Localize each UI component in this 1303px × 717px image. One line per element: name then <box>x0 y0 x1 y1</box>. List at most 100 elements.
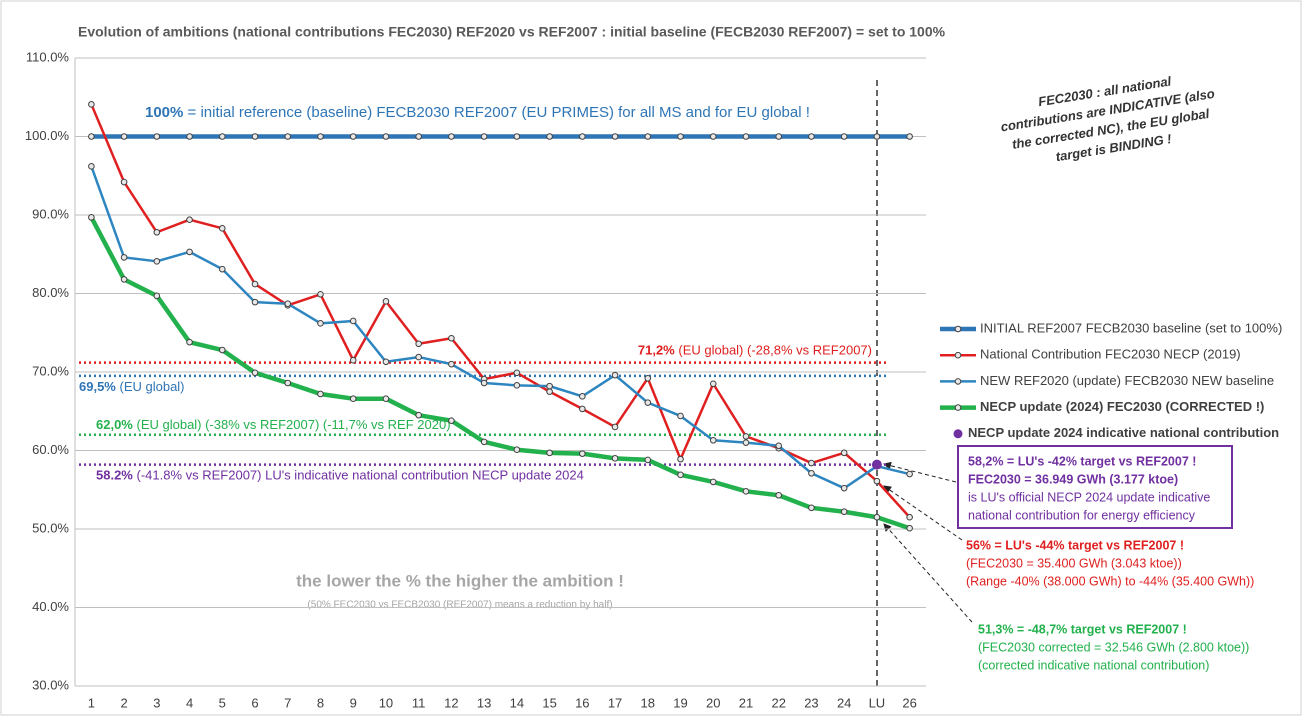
marker <box>677 471 684 479</box>
marker <box>120 254 128 261</box>
marker <box>906 513 913 521</box>
marker <box>218 346 226 354</box>
reference-label: 58.2% (-41.8% vs REF2007) LU's indicativ… <box>96 468 584 483</box>
reference-value: 69,5% <box>79 379 116 394</box>
x-tick-label: LU <box>869 695 886 710</box>
marker <box>611 423 619 431</box>
marker <box>120 133 128 140</box>
y-tick-label: 80.0% <box>32 285 69 300</box>
marker <box>709 380 717 388</box>
x-tick-label: 2 <box>120 695 127 710</box>
marker <box>808 504 815 512</box>
marker <box>448 334 455 342</box>
marker <box>546 449 553 457</box>
ambition: the lower the % the higher the ambition … <box>296 571 624 590</box>
marker <box>742 488 750 495</box>
y-tick-label: 90.0% <box>32 206 69 221</box>
marker <box>317 320 324 327</box>
x-tick-label: 17 <box>608 695 622 710</box>
y-tick-label: 40.0% <box>32 599 69 614</box>
legend-marker <box>954 378 962 385</box>
legend-marker <box>953 429 963 439</box>
x-tick-label: 19 <box>673 695 687 710</box>
marker <box>677 133 684 140</box>
marker <box>513 369 521 377</box>
marker <box>120 178 128 186</box>
reference-value: 58.2% <box>96 468 133 483</box>
reference-text: (-41.8% vs REF2007) LU's indicative nati… <box>133 468 584 483</box>
x-tick-label: 4 <box>186 695 193 710</box>
marker <box>251 133 259 140</box>
marker <box>775 442 783 450</box>
y-tick-label: 110.0% <box>26 49 70 64</box>
marker <box>153 258 161 265</box>
marker <box>251 280 259 288</box>
x-tick-label: 7 <box>284 695 291 710</box>
marker <box>317 290 324 298</box>
marker <box>840 133 848 140</box>
x-tick-label: 9 <box>350 695 357 710</box>
reference-text: (EU global) (-38% vs REF2007) (-11,7% vs… <box>133 417 451 432</box>
marker <box>382 298 390 305</box>
marker <box>677 455 684 463</box>
marker <box>186 248 193 256</box>
y-tick-label: 70.0% <box>32 363 69 378</box>
marker <box>349 356 357 364</box>
legend-label: NECP update 2024 indicative national con… <box>968 425 1279 440</box>
marker <box>906 133 913 140</box>
box_red-line: (FEC2030 = 35.400 GWh (3.043 ktoe)) <box>966 556 1182 570</box>
marker <box>448 360 455 368</box>
x-tick-label: 5 <box>219 695 226 710</box>
marker <box>382 358 390 366</box>
box_purple-line: national contribution for energy efficie… <box>968 508 1196 522</box>
marker <box>840 449 848 457</box>
marker <box>88 101 95 108</box>
marker <box>840 508 848 516</box>
marker <box>480 438 488 446</box>
box_green-line: (corrected indicative national contribut… <box>978 658 1209 672</box>
legend-marker <box>954 325 962 333</box>
x-tick-label: 24 <box>837 695 851 710</box>
marker <box>742 433 750 440</box>
marker <box>349 317 357 325</box>
marker <box>88 163 95 170</box>
marker <box>546 388 553 395</box>
reference-text: (EU global) <box>116 379 185 394</box>
marker <box>873 477 881 485</box>
reference-text: (EU global) (-28,8% vs REF2007) <box>675 343 872 358</box>
x-tick-label: 14 <box>510 695 524 710</box>
point <box>871 459 882 470</box>
marker <box>153 228 161 236</box>
chart-title: Evolution of ambitions (national contrib… <box>78 24 946 40</box>
marker <box>775 133 783 140</box>
x-tick-label: 11 <box>412 695 426 710</box>
marker <box>153 133 161 140</box>
marker <box>415 353 422 361</box>
marker <box>513 133 521 140</box>
marker <box>611 371 619 379</box>
arrow <box>883 523 973 623</box>
marker <box>480 133 488 140</box>
marker <box>317 133 324 140</box>
marker <box>644 133 652 140</box>
marker <box>251 298 259 306</box>
marker <box>186 133 193 140</box>
y-tick-label: 50.0% <box>32 520 69 535</box>
x-tick-label: 16 <box>575 695 589 710</box>
legend-label: INITIAL REF2007 FECB2030 baseline (set t… <box>980 320 1282 335</box>
annotation-top: 100% = initial reference (baseline) FECB… <box>145 104 810 121</box>
marker <box>186 338 193 346</box>
annotation-bold: 100% <box>145 104 183 121</box>
marker <box>153 292 161 300</box>
x-tick-label: 22 <box>771 695 785 710</box>
box_red-line: 56% = LU's -44% target vs REF2007 ! <box>966 538 1184 552</box>
marker <box>415 411 422 419</box>
marker <box>677 412 684 420</box>
marker <box>218 225 226 232</box>
series-line <box>90 165 910 490</box>
marker <box>808 133 815 140</box>
marker <box>611 455 619 462</box>
marker <box>709 478 717 486</box>
